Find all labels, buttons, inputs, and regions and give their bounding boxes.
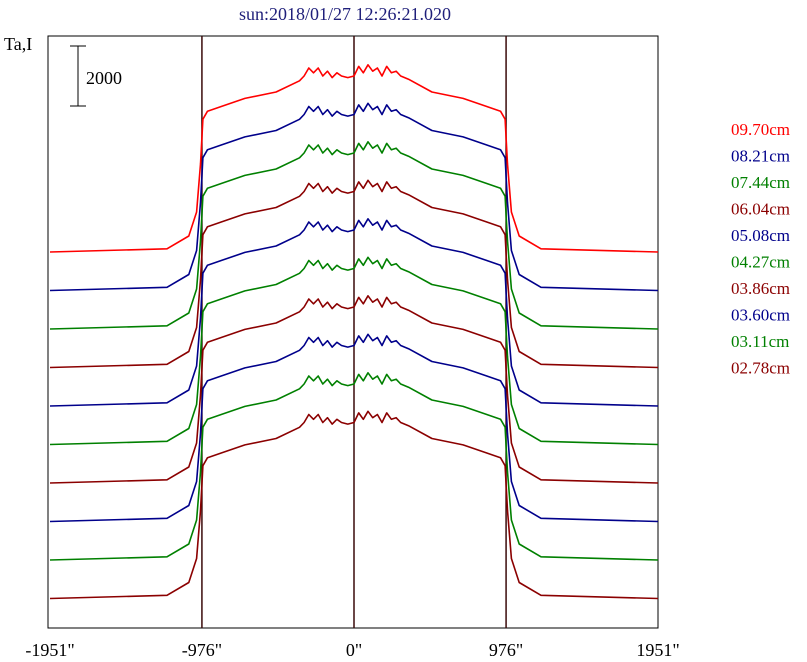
x-tick-label: 1951": [636, 640, 679, 660]
legend-entry: 03.60cm: [731, 306, 790, 325]
chart-title: sun:2018/01/27 12:26:21.020: [239, 4, 451, 24]
x-tick-label: -1951": [25, 640, 74, 660]
legend-entry: 09.70cm: [731, 120, 790, 139]
series-line-06.04cm: [49, 179, 659, 369]
legend-entry: 03.86cm: [731, 279, 790, 298]
series-line-09.70cm: [49, 64, 659, 253]
legend-entry: 04.27cm: [731, 253, 790, 272]
series-line-04.27cm: [49, 256, 659, 446]
series-line-02.78cm: [49, 410, 659, 600]
scale-bar: 2000: [70, 45, 122, 107]
series-line-03.60cm: [49, 333, 659, 523]
x-tick-label: 976": [489, 640, 523, 660]
x-tick-label: -976": [182, 640, 222, 660]
scale-bar-label: 2000: [86, 68, 122, 88]
y-axis-label: Ta,I: [4, 34, 32, 54]
legend-entry: 07.44cm: [731, 173, 790, 192]
legend-entry: 05.08cm: [731, 226, 790, 245]
plot-frame: [47, 35, 659, 629]
series-line-07.44cm: [49, 141, 659, 330]
series-line-08.21cm: [49, 102, 659, 292]
x-tick-label: 0": [346, 640, 362, 660]
series-line-03.11cm: [49, 371, 659, 561]
series-line-03.86cm: [49, 294, 659, 484]
series-line-05.08cm: [49, 218, 659, 407]
legend-entry: 06.04cm: [731, 200, 790, 219]
legend-entry: 08.21cm: [731, 147, 790, 166]
legend-entry: 03.11cm: [731, 332, 789, 351]
legend-entry: 02.78cm: [731, 359, 790, 378]
